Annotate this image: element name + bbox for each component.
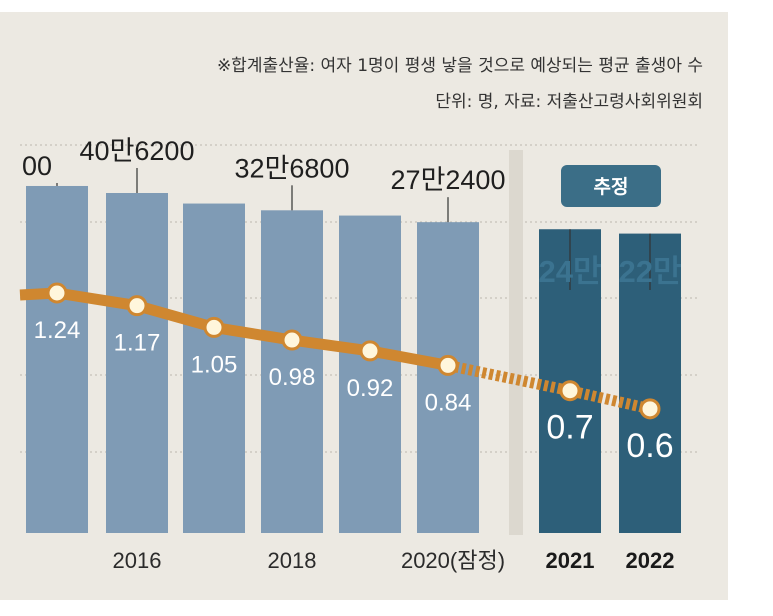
x-axis-tick-label: 2018 [268, 548, 317, 573]
unit-source-note: 단위: 명, 자료: 저출산고령사회위원회 [435, 92, 703, 112]
fertility-rate-label: 0.92 [347, 375, 394, 402]
bar [339, 215, 401, 534]
total-births-label: 40만6200 [80, 136, 195, 166]
x-axis-tick-label: 2020(잠정) [401, 548, 505, 573]
fertility-rate-label: 0.6 [626, 427, 673, 465]
fertility-rate-label: 1.05 [191, 351, 238, 378]
bar [261, 210, 323, 533]
x-axis-tick-label: 2022 [626, 548, 675, 573]
total-births-label: 32만6800 [235, 153, 350, 183]
labels: 00 40만6200 32만6800 27만2400 24만 22만 1.24 1.17 1.0… [22, 136, 682, 573]
total-births-label: 22만 [618, 254, 681, 289]
fertility-rate-label: 0.98 [269, 364, 316, 391]
estimate-separator [509, 150, 523, 535]
estimate-badge: 추정 [561, 165, 661, 207]
bars [26, 185, 681, 534]
x-axis-tick-label: 2021 [546, 548, 595, 573]
rate-point [359, 340, 381, 362]
rate-point [46, 282, 68, 304]
rate-point [559, 380, 581, 402]
rate-line [19, 282, 661, 420]
estimate-badge-box [561, 165, 661, 207]
rate-point [281, 329, 303, 351]
total-births-label: 24만 [538, 254, 601, 289]
definition-note: ※합계출산율: 여자 1명이 평생 낳을 것으로 예상되는 평균 출생아 수 [217, 56, 703, 76]
rate-point [639, 398, 661, 420]
fertility-rate-label: 1.24 [34, 317, 81, 344]
rate-point [437, 354, 459, 376]
rate-point [126, 295, 148, 317]
bar [106, 193, 168, 533]
total-births-label: 27만2400 [391, 165, 506, 195]
fertility-rate-label: 1.17 [114, 330, 161, 357]
rate-point [203, 316, 225, 338]
fertility-rate-label: 0.7 [546, 409, 593, 447]
bar [26, 185, 88, 533]
total-births-label: 00 [22, 151, 52, 181]
bar [183, 203, 245, 533]
fertility-rate-label: 0.84 [425, 389, 472, 416]
x-axis-tick-label: 2016 [113, 548, 162, 573]
bar [417, 222, 479, 533]
estimate-badge-text: 추정 [594, 176, 629, 198]
